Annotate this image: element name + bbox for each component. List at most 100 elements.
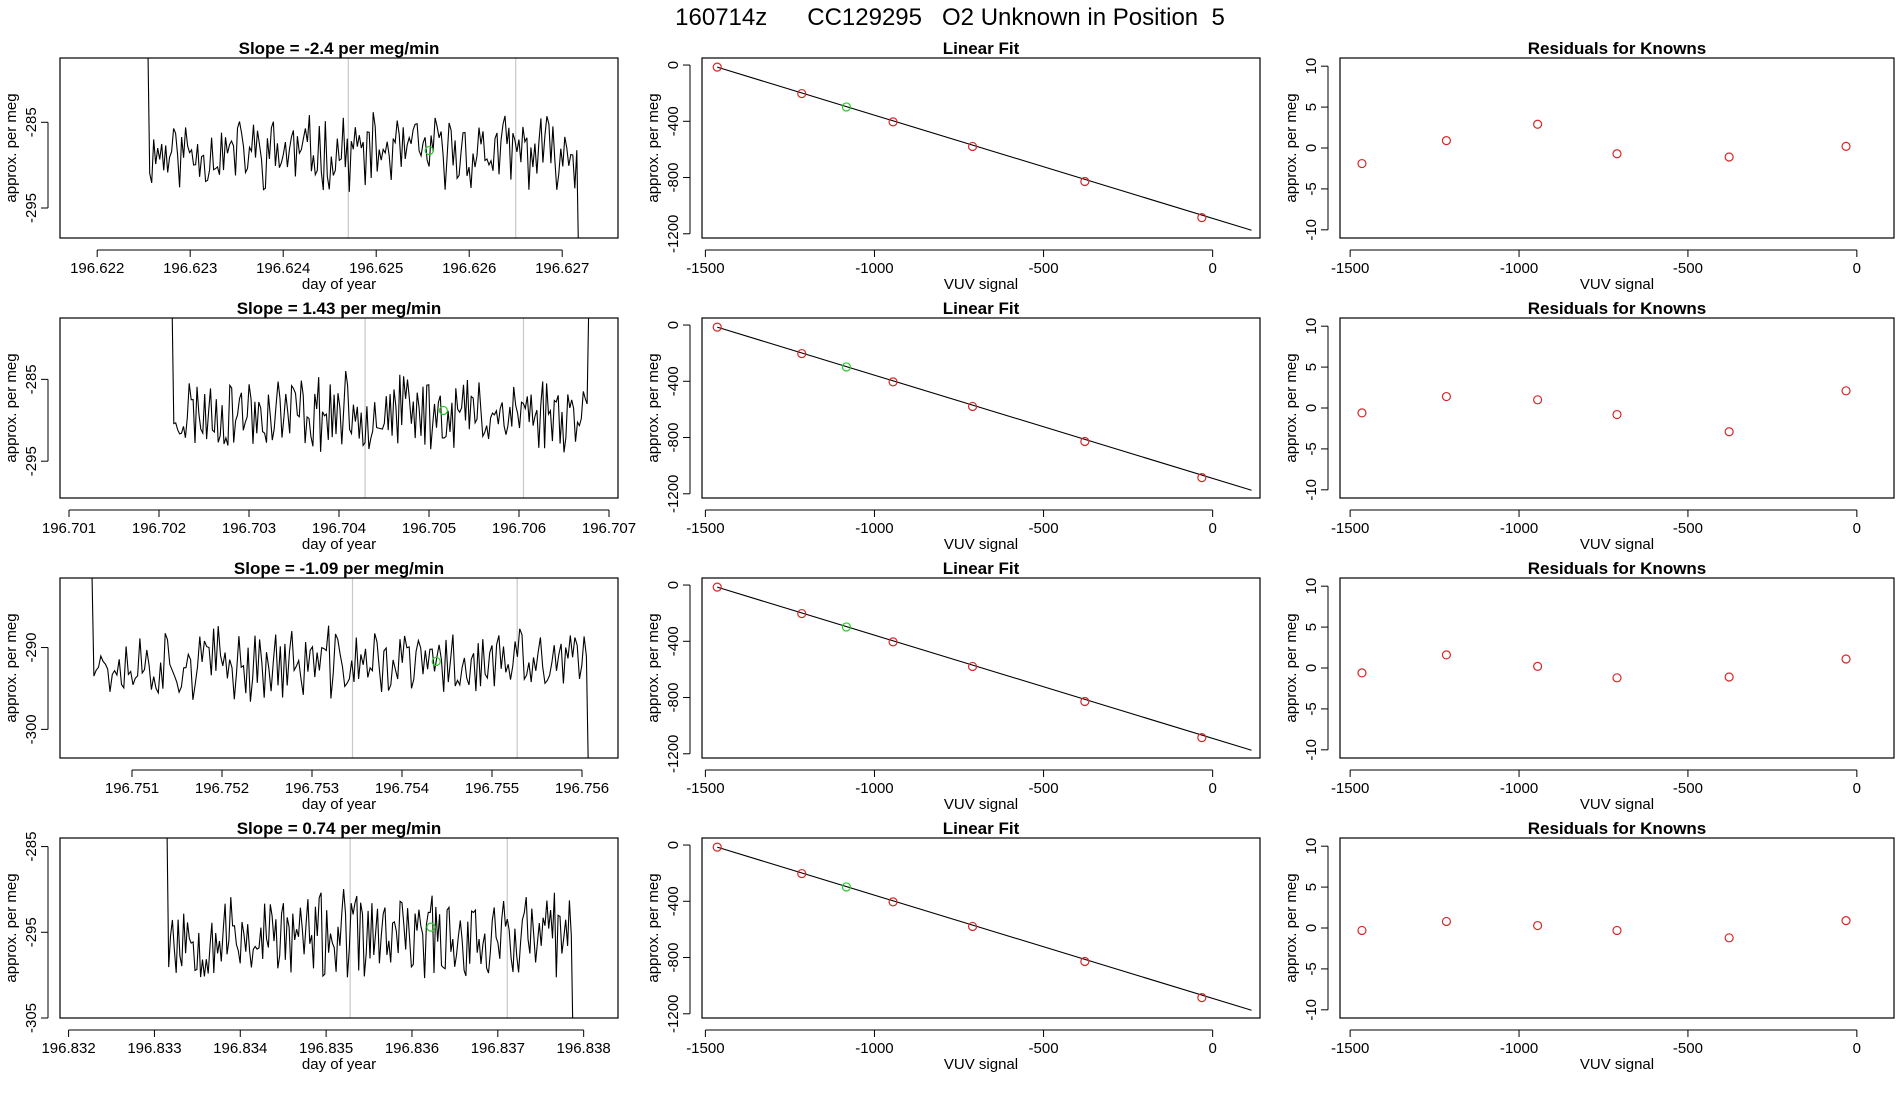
known-point xyxy=(1197,733,1207,743)
unknown-point xyxy=(841,622,852,632)
x-tick-label: -500 xyxy=(1029,780,1059,797)
y-tick-label: 10 xyxy=(1303,578,1320,595)
y-axis-label: approx. per meg xyxy=(3,613,20,722)
y-tick-label: -400 xyxy=(665,106,682,136)
panel-title: Linear Fit xyxy=(943,559,1020,578)
x-tick-label: 196.835 xyxy=(299,1040,353,1057)
x-tick-label: -1500 xyxy=(686,260,724,277)
known-point xyxy=(1533,661,1543,671)
x-tick-label: -1000 xyxy=(1500,520,1538,537)
y-tick-label: -295 xyxy=(23,193,40,223)
unknown-point xyxy=(426,922,436,932)
x-axis-label: day of year xyxy=(302,1056,376,1073)
x-tick-label: -1000 xyxy=(855,780,893,797)
x-tick-label: -1000 xyxy=(855,1040,893,1057)
fit-line xyxy=(717,846,1252,1011)
y-tick-label: -800 xyxy=(665,163,682,193)
panel-title: Slope = 0.74 per meg/min xyxy=(237,819,442,838)
x-axis-label: VUV signal xyxy=(1580,276,1654,293)
x-axis-label: VUV signal xyxy=(1580,796,1654,813)
panel-r1-c3: Residuals for Knowns -1500 -1000 -500 0 VUV s… xyxy=(1283,39,1895,293)
x-tick-label: 196.755 xyxy=(465,780,519,797)
panel-r4-c2: Linear Fit -1500 -1000 -500 0 VUV signal 0 -400… xyxy=(645,819,1261,1073)
known-point xyxy=(1533,119,1543,129)
panel-r3-c2: Linear Fit -1500 -1000 -500 0 VUV signal 0 -400… xyxy=(645,559,1261,813)
y-axis-label: approx. per meg xyxy=(3,873,20,982)
panel-title: Linear Fit xyxy=(943,39,1020,58)
x-tick-label: 196.625 xyxy=(349,260,403,277)
y-tick-label: -10 xyxy=(1303,999,1320,1021)
known-point xyxy=(712,62,722,72)
known-point xyxy=(797,88,807,99)
x-tick-label: -1000 xyxy=(855,520,893,537)
panel-title: Residuals for Knowns xyxy=(1528,819,1707,838)
known-point xyxy=(967,141,978,152)
series-line xyxy=(91,578,589,758)
y-tick-label: -5 xyxy=(1303,182,1320,195)
x-tick-label: -500 xyxy=(1673,260,1703,277)
known-point xyxy=(1724,672,1734,682)
known-point xyxy=(1441,391,1452,402)
series-line xyxy=(171,318,590,453)
y-axis-label: approx. per meg xyxy=(1283,93,1300,202)
known-point xyxy=(1357,158,1367,169)
x-tick-label: -500 xyxy=(1673,1040,1703,1057)
y-tick-label: -400 xyxy=(665,886,682,916)
y-tick-label: 5 xyxy=(1303,363,1320,371)
y-tick-label: 0 xyxy=(1303,924,1320,932)
x-tick-label: 196.702 xyxy=(132,520,186,537)
panel-title: Linear Fit xyxy=(943,819,1020,838)
x-tick-label: 196.706 xyxy=(492,520,546,537)
known-point xyxy=(1841,386,1851,396)
known-point xyxy=(888,117,898,127)
y-tick-label: -290 xyxy=(23,633,40,663)
x-tick-label: -1000 xyxy=(1500,780,1538,797)
x-tick-label: 0 xyxy=(1208,520,1216,537)
x-tick-label: 196.837 xyxy=(471,1040,525,1057)
x-tick-label: -1500 xyxy=(686,1040,724,1057)
panel-r2-c3: Residuals for Knowns -1500 -1000 -500 0 VUV s… xyxy=(1283,299,1895,553)
plot-frame xyxy=(1339,837,1895,1019)
x-tick-label: -500 xyxy=(1029,260,1059,277)
known-point xyxy=(1612,149,1622,159)
y-axis-label: approx. per meg xyxy=(645,873,662,982)
x-tick-label: -1000 xyxy=(855,260,893,277)
panel-title: Slope = -2.4 per meg/min xyxy=(239,39,440,58)
x-axis-label: VUV signal xyxy=(1580,1056,1654,1073)
panel-title: Residuals for Knowns xyxy=(1528,39,1707,58)
known-point xyxy=(888,637,898,647)
x-tick-label: 196.707 xyxy=(582,520,636,537)
panel-r4-c1: Slope = 0.74 per meg/min 196.832 196.833 19… xyxy=(3,819,619,1073)
x-tick-label: -1500 xyxy=(1331,780,1369,797)
panel-r2-c2: Linear Fit -1500 -1000 -500 0 VUV signal 0 -400… xyxy=(645,299,1261,553)
y-tick-label: -300 xyxy=(23,714,40,744)
y-tick-label: -800 xyxy=(665,943,682,973)
known-point xyxy=(1441,916,1452,927)
known-point xyxy=(1197,993,1207,1003)
x-tick-label: -500 xyxy=(1029,1040,1059,1057)
y-tick-label: 10 xyxy=(1303,838,1320,855)
plot-frame xyxy=(701,317,1261,499)
figure-title: 160714z CC129295 O2 Unknown in Position … xyxy=(675,4,1225,31)
plot-frame xyxy=(1339,317,1895,499)
known-point xyxy=(1080,176,1090,187)
panel-r4-c3: Residuals for Knowns -1500 -1000 -500 0 VUV s… xyxy=(1283,819,1895,1073)
y-tick-label: -400 xyxy=(665,626,682,656)
fit-line xyxy=(717,66,1252,231)
y-tick-label: -10 xyxy=(1303,219,1320,241)
known-point xyxy=(1197,213,1207,223)
y-tick-label: -800 xyxy=(665,683,682,713)
x-tick-label: 196.623 xyxy=(163,260,217,277)
x-tick-label: 0 xyxy=(1853,1040,1861,1057)
y-axis-label: approx. per meg xyxy=(3,93,20,202)
known-point xyxy=(1357,408,1367,418)
known-point xyxy=(797,608,807,619)
x-axis-label: VUV signal xyxy=(944,276,1018,293)
plot-frame xyxy=(1339,57,1895,239)
y-tick-label: -1200 xyxy=(665,995,682,1033)
y-tick-label: 5 xyxy=(1303,103,1320,111)
x-tick-label: 196.705 xyxy=(402,520,456,537)
known-point xyxy=(967,921,978,932)
x-tick-label: 196.701 xyxy=(42,520,96,537)
y-tick-label: 0 xyxy=(665,581,682,589)
